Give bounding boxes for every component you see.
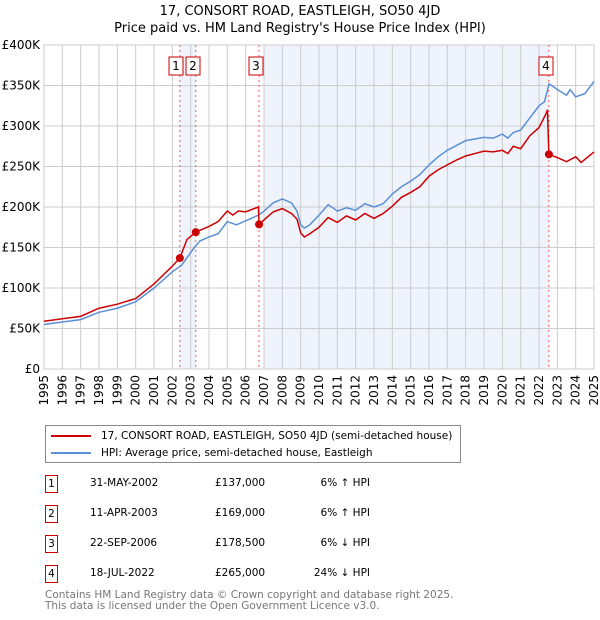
legend-label: HPI: Average price, semi-detached house,… <box>101 446 373 459</box>
sale-price: £265,000 <box>215 567 266 579</box>
x-tick-label: 2005 <box>220 375 234 406</box>
y-tick-label: £150K <box>2 241 42 255</box>
chart-title: 17, CONSORT ROAD, EASTLEIGH, SO50 4JD Pr… <box>0 3 600 37</box>
x-tick-label: 2012 <box>349 375 363 406</box>
x-tick-label: 2020 <box>495 375 509 406</box>
sale-row: 4 18-JUL-2022 £265,000 24% ↓ HPI <box>45 565 445 585</box>
x-tick-label: 1996 <box>55 375 69 406</box>
sale-flag-label: 2 <box>189 59 197 73</box>
x-tick-label: 2001 <box>147 375 161 406</box>
sale-flag-label: 4 <box>542 59 550 73</box>
x-tick-label: 2021 <box>514 375 528 406</box>
sale-hpi-diff: 6% ↓ HPI <box>320 537 370 549</box>
sale-point <box>544 150 553 159</box>
sale-hpi-diff: 6% ↑ HPI <box>320 477 370 489</box>
x-tick-label: 2006 <box>239 375 253 406</box>
x-tick-label: 2008 <box>275 375 289 406</box>
x-tick-label: 2016 <box>422 375 436 406</box>
legend-item-hpi: HPI: Average price, semi-detached house,… <box>51 444 373 461</box>
x-tick-label: 2007 <box>257 375 271 406</box>
y-tick-label: £100K <box>2 281 42 295</box>
title-line: 17, CONSORT ROAD, EASTLEIGH, SO50 4JD <box>159 4 441 19</box>
legend-item-property: 17, CONSORT ROAD, EASTLEIGH, SO50 4JD (s… <box>51 427 452 444</box>
price-chart: 1995 1996 1997 1998 1999 2000 2001 2002 2003 2004… <box>2 38 600 406</box>
sale-date: 31-MAY-2002 <box>90 477 159 489</box>
x-tick-label: 2014 <box>385 375 399 406</box>
legend-swatch-red <box>51 434 91 437</box>
footer: Contains HM Land Registry data © Crown c… <box>45 590 453 611</box>
sale-marker-label: 3 <box>45 535 58 553</box>
x-tick-label: 2022 <box>532 375 546 406</box>
x-tick-label: 2017 <box>440 375 454 406</box>
x-tick-label: 2018 <box>459 375 473 406</box>
sale-flag-box <box>538 56 554 76</box>
legend-swatch-blue <box>51 451 91 454</box>
footer-line: This data is licensed under the Open Gov… <box>45 599 380 612</box>
footer-line: Contains HM Land Registry data © Crown c… <box>45 589 454 601</box>
y-tick-label: £200K <box>2 200 42 214</box>
x-tick-label: 2025 <box>587 375 600 406</box>
hpi-line <box>43 80 595 326</box>
y-tick-label: £300K <box>2 119 42 133</box>
sale-flag-label: 3 <box>252 59 260 73</box>
sale-marker-label: 1 <box>45 475 58 493</box>
sale-date: 18-JUL-2022 <box>90 567 155 579</box>
x-tick-label: 1999 <box>110 375 124 406</box>
y-tick-label: £250K <box>2 160 42 174</box>
x-tick-label: 2009 <box>294 375 308 406</box>
x-tick-label: 2013 <box>367 375 381 406</box>
sale-flag-box <box>248 56 264 76</box>
y-tick-label: £400K <box>2 38 42 52</box>
x-tick-label: 2003 <box>184 375 198 406</box>
sale-date: 11-APR-2003 <box>90 507 158 519</box>
x-tick-label: 2019 <box>477 375 491 406</box>
sale-marker-label: 2 <box>45 505 58 523</box>
sale-point <box>191 228 200 237</box>
x-tick-label: 2024 <box>569 375 583 406</box>
x-tick-label: 1995 <box>37 375 51 406</box>
x-tick-label: 2000 <box>129 375 143 406</box>
sale-flag-label: 1 <box>172 59 180 73</box>
sale-date: 22-SEP-2006 <box>90 537 158 549</box>
plot-frame <box>43 44 595 370</box>
x-tick-label: 1998 <box>92 375 106 406</box>
sale-point <box>175 254 184 263</box>
sale-flag-box <box>168 56 184 76</box>
y-tick-label: £350K <box>2 79 42 93</box>
sale-hpi-diff: 24% ↓ HPI <box>313 567 370 579</box>
y-tick-label: £50K <box>9 322 41 336</box>
x-tick-label: 2011 <box>330 375 344 406</box>
sale-flag-box <box>185 56 201 76</box>
x-tick-label: 2010 <box>312 375 326 406</box>
sale-price: £178,500 <box>215 537 266 549</box>
sale-hpi-diff: 6% ↑ HPI <box>320 507 370 519</box>
sale-point <box>255 220 264 229</box>
sale-marker-label: 4 <box>45 565 58 583</box>
x-tick-label: 2004 <box>202 375 216 406</box>
subtitle-line: Price paid vs. HM Land Registry's House … <box>114 21 486 36</box>
y-tick-label: £0 <box>25 362 40 376</box>
sale-row: 1 31-MAY-2002 £137,000 6% ↑ HPI <box>45 475 445 495</box>
legend: 17, CONSORT ROAD, EASTLEIGH, SO50 4JD (s… <box>45 425 461 463</box>
x-tick-label: 2002 <box>165 375 179 406</box>
x-tick-label: 2015 <box>404 375 418 406</box>
x-tick-label: 1997 <box>74 375 88 406</box>
sale-row: 3 22-SEP-2006 £178,500 6% ↓ HPI <box>45 535 445 555</box>
sale-price: £169,000 <box>215 507 266 519</box>
sale-price: £137,000 <box>215 477 266 489</box>
legend-label: 17, CONSORT ROAD, EASTLEIGH, SO50 4JD (s… <box>101 429 453 442</box>
x-tick-label: 2023 <box>550 375 564 406</box>
sale-row: 2 11-APR-2003 £169,000 6% ↑ HPI <box>45 505 445 525</box>
